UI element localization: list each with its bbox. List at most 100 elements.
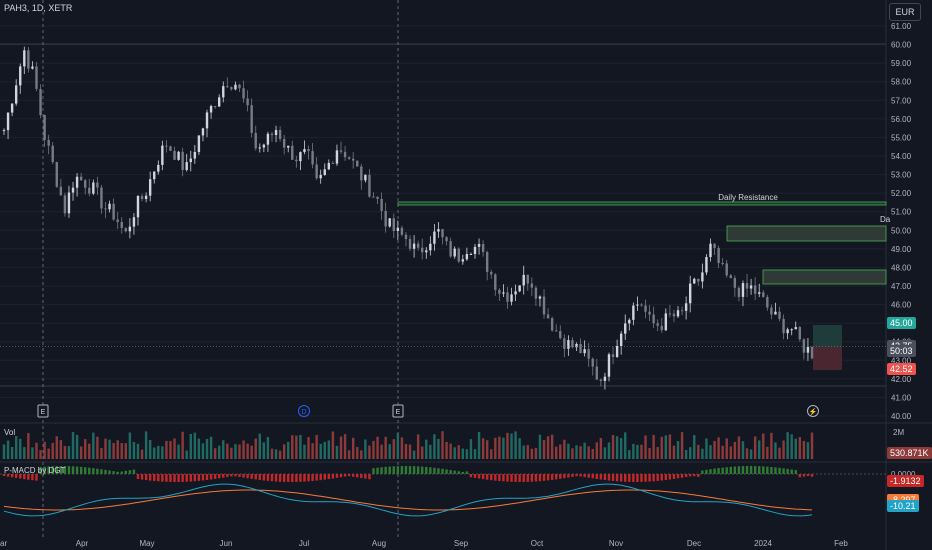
candle-body xyxy=(165,145,168,147)
candle-body xyxy=(71,187,75,193)
candle-body xyxy=(303,149,306,153)
volume-bar xyxy=(437,438,440,459)
osc-hist-bar xyxy=(786,468,789,474)
osc-hist-bar xyxy=(92,468,95,474)
osc-macd-tag: -10.21 xyxy=(887,500,919,512)
candle-body xyxy=(307,149,310,152)
candle-body xyxy=(490,271,493,275)
osc-hist-bar xyxy=(429,467,432,474)
osc-hist-bar xyxy=(315,474,318,481)
osc-hist-bar xyxy=(51,466,54,474)
candle-body xyxy=(287,145,290,148)
volume-bar xyxy=(619,438,623,459)
osc-hist-bar xyxy=(457,471,460,474)
price-tick-label: 50.00 xyxy=(891,226,912,235)
volume-bar xyxy=(230,447,233,459)
volume-bar xyxy=(502,437,505,459)
candle-body xyxy=(19,66,22,86)
volume-bar xyxy=(116,440,119,459)
candle-body xyxy=(778,311,781,319)
osc-hist-bar xyxy=(656,474,659,481)
volume-bar xyxy=(161,446,164,459)
macd-line xyxy=(3,483,813,517)
osc-hist-bar xyxy=(19,474,22,479)
currency-button[interactable]: EUR xyxy=(889,3,921,21)
osc-hist-bar xyxy=(571,474,574,477)
volume-bar xyxy=(197,438,201,459)
volume-bar xyxy=(494,437,497,459)
price-tick-label: 55.00 xyxy=(891,133,912,142)
volume-bar xyxy=(27,433,30,459)
candle-body xyxy=(246,98,249,106)
event-markers: E D E ⚡ xyxy=(37,404,819,418)
price-tick-label: 40.00 xyxy=(891,412,912,421)
volume-bar xyxy=(538,434,542,459)
candle-body xyxy=(563,338,566,349)
volume-bar xyxy=(421,446,424,459)
osc-hist-bar xyxy=(648,474,651,482)
osc-hist-bar xyxy=(591,474,594,479)
time-tick-label: Aug xyxy=(372,539,386,548)
volume-bar xyxy=(108,439,111,459)
annotation-daily-resistance: Daily Resistance xyxy=(718,193,778,202)
osc-hist-bar xyxy=(173,474,176,482)
osc-hist-bar xyxy=(177,474,180,482)
osc-hist-bar xyxy=(368,474,371,480)
osc-hist-bar xyxy=(615,474,619,482)
osc-hist-bar xyxy=(636,474,639,482)
osc-hist-bar xyxy=(88,467,91,474)
candle-body xyxy=(717,247,720,264)
osc-hist-bar xyxy=(108,470,111,474)
volume-bar xyxy=(644,435,647,459)
candle-body xyxy=(762,292,765,297)
osc-hist-bar xyxy=(140,474,144,480)
price-tick-label: 56.00 xyxy=(891,115,912,124)
candle-body xyxy=(384,210,387,227)
candle-body xyxy=(656,323,659,326)
volume-bar xyxy=(323,441,326,459)
volume-bar xyxy=(806,442,810,459)
volume-bar xyxy=(721,445,724,459)
volume-bar xyxy=(441,431,444,459)
candle-body xyxy=(63,195,67,214)
volume-bar xyxy=(534,447,538,459)
volume-bar xyxy=(380,444,383,459)
osc-hist-bar xyxy=(222,474,225,478)
osc-hist-bar xyxy=(246,474,249,479)
osc-hist-bar xyxy=(530,474,534,482)
candle-body xyxy=(400,227,404,235)
osc-hist-bar xyxy=(400,466,404,474)
volume-bar xyxy=(433,434,436,459)
osc-hist-bar xyxy=(10,474,14,478)
candle-body xyxy=(559,331,562,339)
event-marker-label: E xyxy=(396,409,401,416)
volume-bar xyxy=(445,441,448,459)
candle-body xyxy=(55,162,58,187)
candle-body xyxy=(485,252,489,272)
osc-hist-bar xyxy=(258,474,261,480)
volume-bar xyxy=(567,443,570,459)
candle-body xyxy=(542,296,546,315)
volume-bar xyxy=(299,434,302,459)
candle-body xyxy=(230,87,233,90)
candle-body xyxy=(84,180,87,188)
volume-bar xyxy=(709,445,712,459)
osc-hist-bar xyxy=(416,466,420,474)
volume-bar xyxy=(510,433,513,459)
osc-hist-bar xyxy=(136,474,140,480)
candle-body xyxy=(567,340,570,349)
osc-hist-bar xyxy=(465,471,469,474)
candle-body xyxy=(242,88,245,99)
candle-body xyxy=(676,310,680,317)
osc-hist-bar xyxy=(502,474,505,482)
volume-bar xyxy=(802,440,806,459)
candle-body xyxy=(295,159,298,162)
volume-bar xyxy=(307,437,310,459)
volume-bar xyxy=(39,450,42,459)
candle-body xyxy=(319,174,322,179)
volume-bar xyxy=(274,449,278,459)
candle-body xyxy=(607,354,611,377)
volume-bar xyxy=(550,434,554,459)
volume-bar xyxy=(217,445,221,459)
